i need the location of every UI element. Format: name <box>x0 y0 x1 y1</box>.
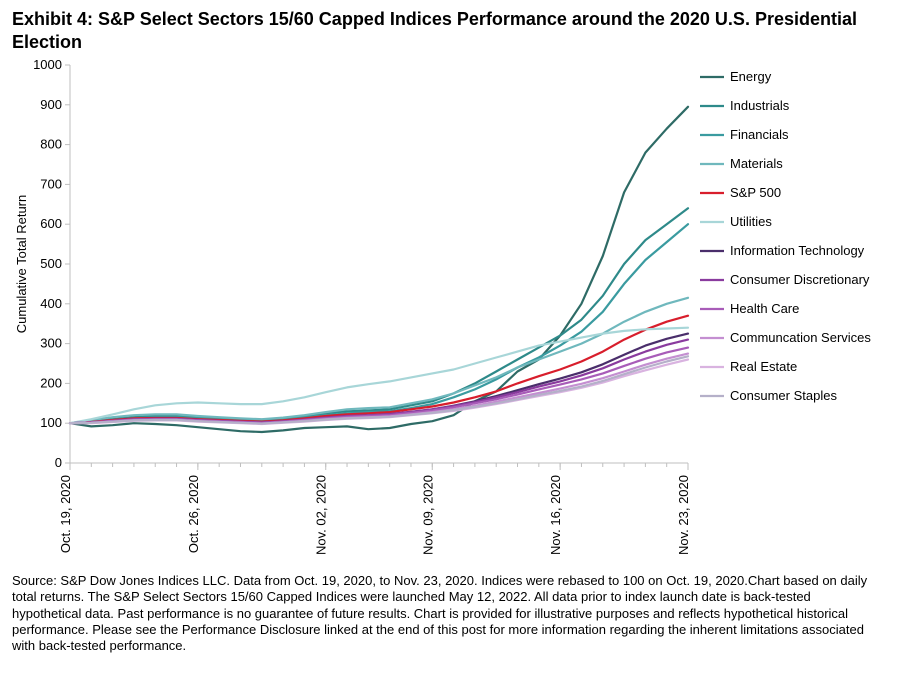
svg-text:400: 400 <box>40 296 62 311</box>
svg-text:300: 300 <box>40 336 62 351</box>
chart-container: 0 100 200 300 400 500 600 700 800 900 1000 Oct. 19,… <box>12 57 889 567</box>
svg-text:Nov. 02, 2020: Nov. 02, 2020 <box>314 475 329 555</box>
svg-text:200: 200 <box>40 375 62 390</box>
svg-text:S&P 500: S&P 500 <box>730 185 781 200</box>
svg-text:Energy: Energy <box>730 69 772 84</box>
svg-text:Health Care: Health Care <box>730 301 799 316</box>
svg-text:Industrials: Industrials <box>730 98 790 113</box>
svg-text:Financials: Financials <box>730 127 789 142</box>
svg-text:900: 900 <box>40 97 62 112</box>
svg-text:Consumer Staples: Consumer Staples <box>730 388 837 403</box>
svg-text:100: 100 <box>40 415 62 430</box>
svg-text:0: 0 <box>55 455 62 470</box>
svg-text:Materials: Materials <box>730 156 783 171</box>
svg-text:Nov. 23, 2020: Nov. 23, 2020 <box>676 475 691 555</box>
line-chart: 0 100 200 300 400 500 600 700 800 900 1000 Oct. 19,… <box>12 57 889 567</box>
svg-text:Oct. 19, 2020: Oct. 19, 2020 <box>58 475 73 553</box>
svg-text:Nov. 09, 2020: Nov. 09, 2020 <box>420 475 435 555</box>
svg-text:Utilities: Utilities <box>730 214 772 229</box>
svg-text:Oct. 26, 2020: Oct. 26, 2020 <box>186 475 201 553</box>
svg-text:Real Estate: Real Estate <box>730 359 797 374</box>
svg-text:Nov. 16, 2020: Nov. 16, 2020 <box>548 475 563 555</box>
svg-text:600: 600 <box>40 216 62 231</box>
svg-text:1000: 1000 <box>33 57 62 72</box>
svg-text:Communcation Services: Communcation Services <box>730 330 871 345</box>
chart-title: Exhibit 4: S&P Select Sectors 15/60 Capp… <box>12 8 889 53</box>
svg-text:Cumulative Total Return: Cumulative Total Return <box>14 195 29 334</box>
chart-footer: Source: S&P Dow Jones Indices LLC. Data … <box>12 573 882 654</box>
svg-text:Information Technology: Information Technology <box>730 243 865 258</box>
svg-text:800: 800 <box>40 137 62 152</box>
svg-text:700: 700 <box>40 176 62 191</box>
svg-text:Consumer Discretionary: Consumer Discretionary <box>730 272 870 287</box>
svg-text:500: 500 <box>40 256 62 271</box>
